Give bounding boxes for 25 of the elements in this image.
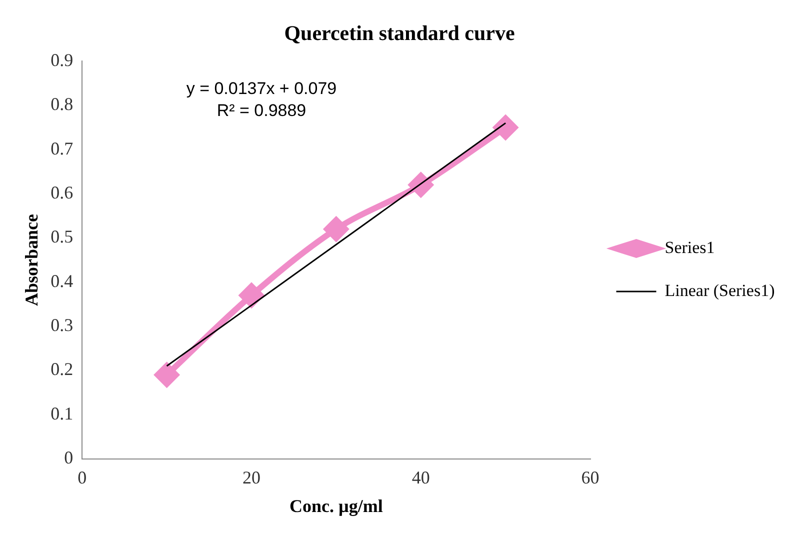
y-tick-label: 0.7 <box>50 138 74 158</box>
point <box>494 115 518 140</box>
point <box>324 217 348 242</box>
chart-title: Quercetin standard curve <box>284 21 515 46</box>
y-tick-label: 0.4 <box>50 270 74 291</box>
x-tick-label: 60 <box>581 467 600 488</box>
y-tick-label: 0.2 <box>50 359 74 380</box>
y-tick-label: 0.9 <box>50 50 74 70</box>
x-axis-title: Conc. µg/ml <box>289 496 383 516</box>
annotation: y = 0.0137x + 0.079 <box>186 78 337 98</box>
point <box>239 283 264 308</box>
y-tick-label: 0 <box>64 448 74 468</box>
legend-label: Series1 <box>664 238 715 257</box>
y-tick-label: 0.3 <box>50 315 74 335</box>
y-tick-label: 0.1 <box>50 403 74 424</box>
legend-label: Linear (Series1) <box>664 280 775 300</box>
point <box>154 362 179 387</box>
y-tick-label: 0.8 <box>50 94 74 114</box>
x-tick-label: 0 <box>78 467 87 488</box>
y-axis-title: Absorbance <box>21 214 42 306</box>
annotation: R² = 0.9889 <box>216 100 306 120</box>
x-tick-label: 40 <box>412 467 430 488</box>
y-tick-label: 0.6 <box>50 182 74 202</box>
y-tick-label: 0.5 <box>50 226 74 247</box>
x-tick-label: 20 <box>242 467 260 488</box>
